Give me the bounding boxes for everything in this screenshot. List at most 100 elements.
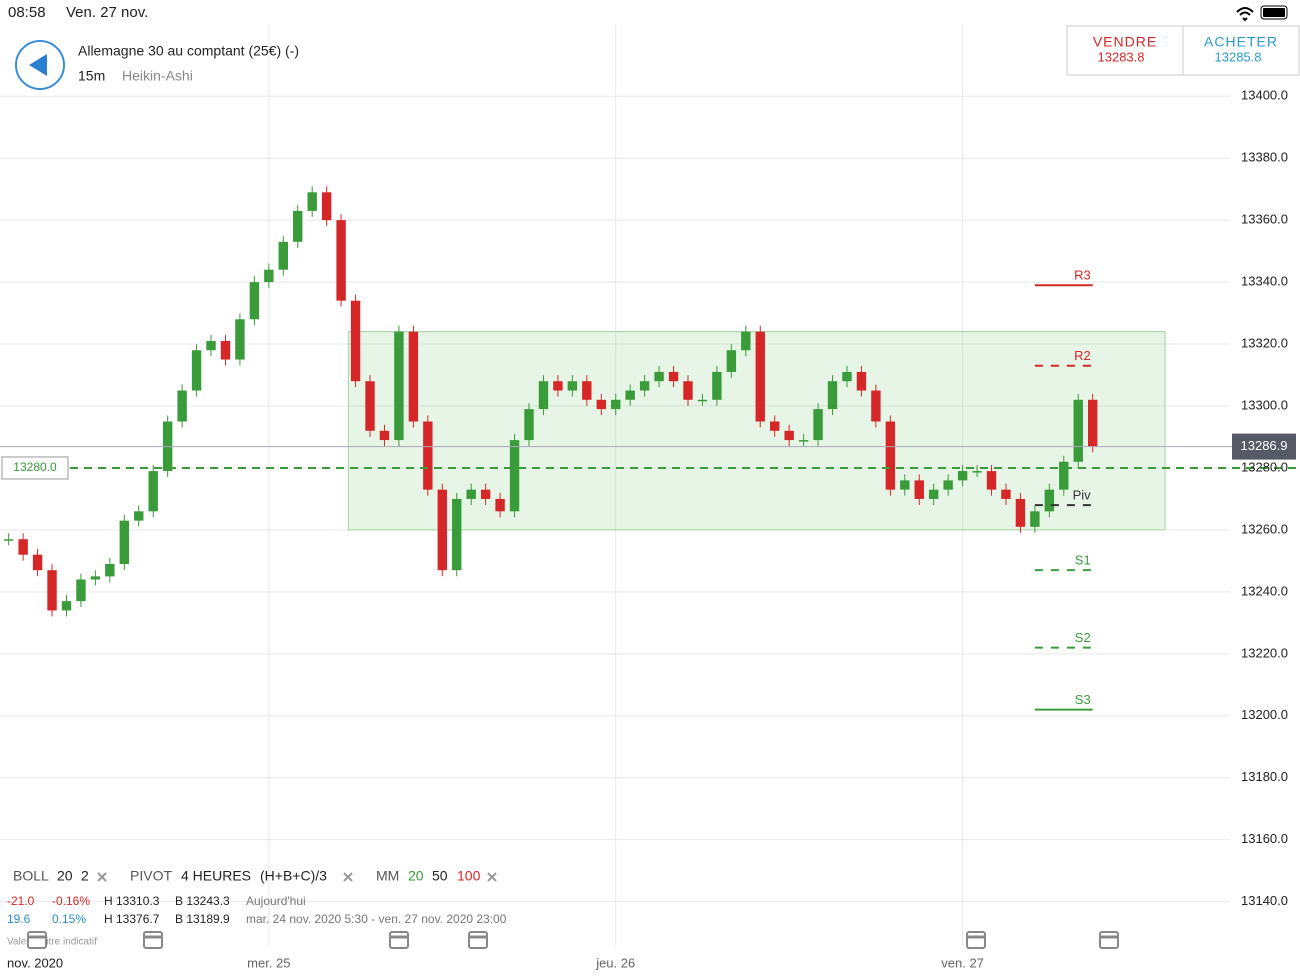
pivot-label: R3 <box>1074 268 1091 283</box>
today-high: H 13310.3 <box>104 894 160 908</box>
pivot-period: 4 HEURES <box>181 868 251 884</box>
alert-label-box <box>1 456 69 480</box>
y-tick-label: 13260.0 <box>1241 521 1288 536</box>
buy-label: ACHETER <box>1204 34 1278 50</box>
candle <box>813 409 823 441</box>
candle <box>466 489 476 499</box>
candle <box>582 381 592 400</box>
pivot-label: S2 <box>1075 630 1091 645</box>
calendar-icon[interactable] <box>1099 931 1119 949</box>
candle <box>148 471 158 512</box>
x-tick-label: ven. 27 <box>941 955 984 970</box>
instrument-name: Allemagne 30 au comptant (25€) (-) <box>78 43 299 59</box>
candle <box>3 539 14 541</box>
remove-mm[interactable] <box>487 872 497 882</box>
grid <box>0 25 1230 945</box>
candle <box>18 539 28 555</box>
candle <box>755 331 765 422</box>
candle <box>336 220 346 301</box>
candle <box>770 421 780 431</box>
candle <box>350 300 361 382</box>
candle <box>553 381 563 391</box>
interval[interactable]: 15m <box>78 68 105 84</box>
y-tick-label: 13360.0 <box>1241 212 1288 227</box>
price-label: 13286.9 <box>1241 438 1288 453</box>
candle <box>538 381 549 410</box>
candle <box>437 489 447 571</box>
battery-icon <box>1260 5 1288 20</box>
remove-boll[interactable] <box>97 872 107 882</box>
candle <box>1073 399 1083 462</box>
boll-name: BOLL <box>13 868 49 884</box>
calendar-icon[interactable] <box>389 931 409 949</box>
y-tick-label: 13240.0 <box>1241 583 1288 598</box>
y-tick-label: 13300.0 <box>1241 397 1288 412</box>
candle <box>1087 399 1098 447</box>
today-low: B 13243.3 <box>175 894 230 908</box>
candle <box>943 480 953 490</box>
alert-label: 13280.0 <box>13 460 57 474</box>
calendar-icon[interactable] <box>966 931 986 949</box>
today-change: -21.0 <box>7 894 35 908</box>
candle <box>408 331 419 422</box>
y-tick-label: 13200.0 <box>1241 707 1288 722</box>
period-range: mar. 24 nov. 2020 5:30 - ven. 27 nov. 20… <box>246 912 507 926</box>
boll-dev: 2 <box>81 868 89 884</box>
calendar-icon[interactable] <box>468 931 488 949</box>
candle <box>1015 498 1026 527</box>
x-tick-label: mer. 25 <box>247 955 290 970</box>
candle <box>871 390 881 422</box>
chart-style[interactable]: Heikin-Ashi <box>122 68 193 84</box>
footnote: Valeur : titre indicatif <box>7 937 97 948</box>
status-time: 08:58 <box>8 4 46 21</box>
candle <box>61 601 72 611</box>
y-tick-label: 13220.0 <box>1241 645 1288 660</box>
candle <box>611 399 621 410</box>
back-arrow <box>29 54 47 76</box>
candle <box>986 471 997 490</box>
candle <box>206 340 216 351</box>
mm-20: 20 <box>408 868 424 884</box>
y-tick-label: 13400.0 <box>1241 88 1288 103</box>
candle <box>76 579 86 602</box>
candle <box>1059 461 1069 490</box>
candle <box>929 489 939 499</box>
y-tick-label: 13160.0 <box>1241 831 1288 846</box>
price-label-box <box>1232 433 1296 460</box>
today-pct: -0.16% <box>52 894 90 908</box>
calendar-icon[interactable] <box>27 931 47 949</box>
candle <box>972 471 982 473</box>
candle <box>914 480 924 499</box>
candle <box>524 409 534 441</box>
pivot-label: Piv <box>1073 488 1092 503</box>
candle <box>900 480 910 490</box>
candle <box>423 421 433 490</box>
calendar-icons <box>27 931 1119 949</box>
y-tick-label: 13280.0 <box>1241 459 1288 474</box>
period-label: nov. 2020 <box>7 955 63 970</box>
today-label: Aujourd'hui <box>246 894 306 908</box>
candle <box>105 563 115 577</box>
y-tick-label: 13380.0 <box>1241 150 1288 165</box>
candle <box>47 570 57 611</box>
candle <box>321 192 332 221</box>
period-low: B 13189.9 <box>175 912 230 926</box>
plot: R3 R2 Piv S1 S2 S3 13280.0 13286.9 <box>0 186 1300 711</box>
candle <box>668 371 679 382</box>
pivot-label: R2 <box>1074 348 1091 363</box>
candle <box>32 554 43 571</box>
buy-button[interactable] <box>1182 25 1300 76</box>
candle <box>264 269 274 283</box>
candle <box>567 381 578 391</box>
candle <box>842 371 852 382</box>
candle <box>365 381 375 431</box>
y-tick-label: 13180.0 <box>1241 769 1288 784</box>
candle <box>480 489 491 499</box>
mm-name: MM <box>376 868 399 884</box>
calendar-icon[interactable] <box>143 931 163 949</box>
candle <box>509 440 520 512</box>
candle <box>654 371 664 382</box>
remove-pivot[interactable] <box>343 872 353 882</box>
period-high: H 13376.7 <box>104 912 160 926</box>
